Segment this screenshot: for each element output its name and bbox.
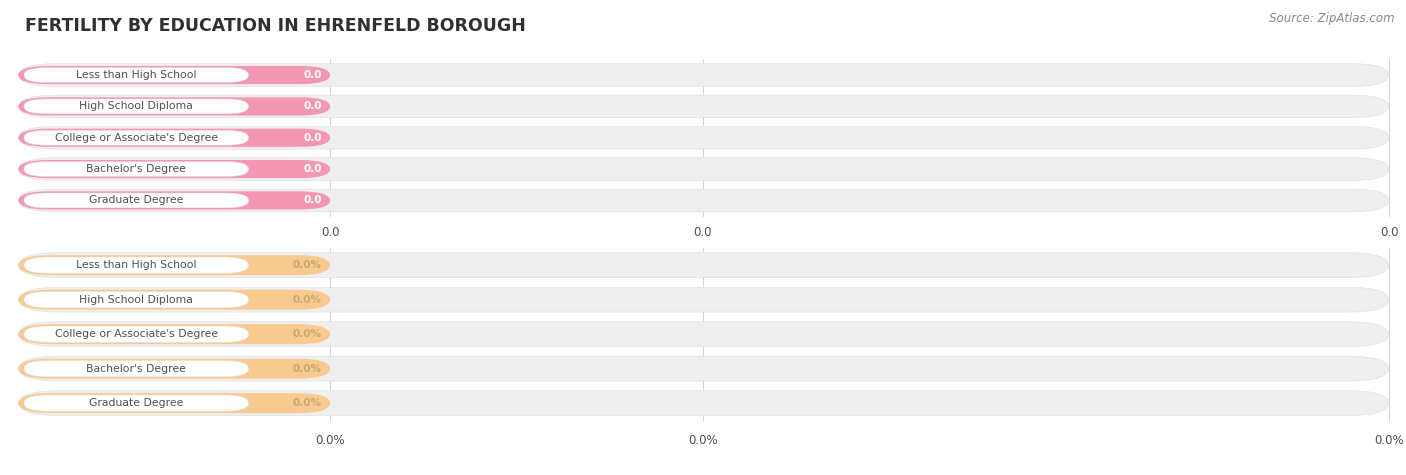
FancyBboxPatch shape: [24, 361, 249, 377]
FancyBboxPatch shape: [18, 66, 330, 84]
FancyBboxPatch shape: [18, 287, 1389, 312]
FancyBboxPatch shape: [18, 393, 330, 413]
FancyBboxPatch shape: [18, 95, 1389, 118]
Text: 0.0: 0.0: [321, 226, 340, 239]
FancyBboxPatch shape: [18, 322, 1389, 347]
FancyBboxPatch shape: [24, 326, 249, 342]
FancyBboxPatch shape: [18, 158, 1389, 180]
Text: 0.0: 0.0: [693, 226, 713, 239]
FancyBboxPatch shape: [18, 191, 330, 209]
FancyBboxPatch shape: [18, 290, 330, 310]
FancyBboxPatch shape: [24, 130, 249, 145]
FancyBboxPatch shape: [24, 162, 249, 177]
Text: Bachelor's Degree: Bachelor's Degree: [86, 164, 186, 174]
Text: Less than High School: Less than High School: [76, 260, 197, 270]
Text: 0.0: 0.0: [1379, 226, 1399, 239]
FancyBboxPatch shape: [24, 67, 249, 83]
Text: Graduate Degree: Graduate Degree: [89, 398, 183, 408]
FancyBboxPatch shape: [24, 257, 249, 274]
Text: 0.0%: 0.0%: [1374, 434, 1405, 447]
FancyBboxPatch shape: [24, 99, 249, 114]
Text: High School Diploma: High School Diploma: [79, 101, 193, 112]
Text: 0.0%: 0.0%: [292, 294, 322, 304]
FancyBboxPatch shape: [18, 189, 1389, 212]
FancyBboxPatch shape: [18, 359, 330, 379]
Text: 0.0%: 0.0%: [315, 434, 346, 447]
Text: 0.0%: 0.0%: [292, 260, 322, 270]
Text: 0.0: 0.0: [304, 70, 322, 80]
Text: 0.0%: 0.0%: [688, 434, 718, 447]
FancyBboxPatch shape: [24, 292, 249, 308]
Text: 0.0%: 0.0%: [292, 364, 322, 374]
Text: Source: ZipAtlas.com: Source: ZipAtlas.com: [1270, 12, 1395, 25]
FancyBboxPatch shape: [18, 126, 1389, 149]
Text: College or Associate's Degree: College or Associate's Degree: [55, 133, 218, 143]
FancyBboxPatch shape: [18, 255, 330, 275]
FancyBboxPatch shape: [18, 324, 330, 344]
FancyBboxPatch shape: [18, 391, 1389, 416]
FancyBboxPatch shape: [18, 253, 1389, 277]
Text: FERTILITY BY EDUCATION IN EHRENFELD BOROUGH: FERTILITY BY EDUCATION IN EHRENFELD BORO…: [25, 17, 526, 35]
FancyBboxPatch shape: [18, 129, 330, 147]
Text: Bachelor's Degree: Bachelor's Degree: [86, 364, 186, 374]
FancyBboxPatch shape: [18, 356, 1389, 381]
Text: 0.0%: 0.0%: [292, 329, 322, 339]
Text: Graduate Degree: Graduate Degree: [89, 195, 183, 206]
FancyBboxPatch shape: [24, 395, 249, 411]
FancyBboxPatch shape: [18, 64, 1389, 86]
Text: 0.0: 0.0: [304, 164, 322, 174]
Text: College or Associate's Degree: College or Associate's Degree: [55, 329, 218, 339]
Text: High School Diploma: High School Diploma: [79, 294, 193, 304]
Text: 0.0%: 0.0%: [292, 398, 322, 408]
FancyBboxPatch shape: [18, 97, 330, 115]
FancyBboxPatch shape: [18, 160, 330, 178]
FancyBboxPatch shape: [24, 193, 249, 208]
Text: Less than High School: Less than High School: [76, 70, 197, 80]
Text: 0.0: 0.0: [304, 133, 322, 143]
Text: 0.0: 0.0: [304, 195, 322, 206]
Text: 0.0: 0.0: [304, 101, 322, 112]
